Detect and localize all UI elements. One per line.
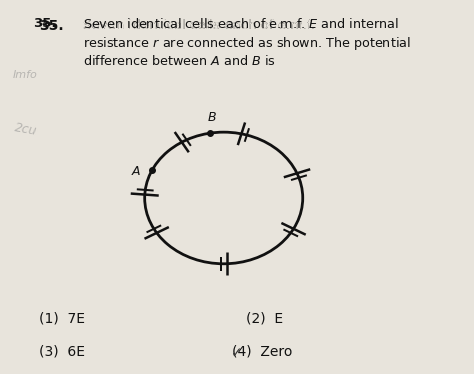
Text: (3)  6E: (3) 6E <box>39 344 85 358</box>
Text: $A$: $A$ <box>131 165 141 178</box>
Text: Seven identical cells each of e.m.f.: Seven identical cells each of e.m.f. <box>83 19 319 32</box>
Text: 2cu: 2cu <box>13 121 37 138</box>
Text: Seven identical cells each of e.m.f.: Seven identical cells each of e.m.f. <box>83 19 319 32</box>
Text: resistance $r$ are connected as shown. The potential: resistance $r$ are connected as shown. T… <box>83 35 411 52</box>
Text: difference between $A$ and $B$ is: difference between $A$ and $B$ is <box>83 53 276 68</box>
Text: Imfo: Imfo <box>13 70 38 80</box>
Text: $\checkmark$: $\checkmark$ <box>230 345 242 359</box>
Text: Seven identical cells each of e.m.f. $E$ and internal: Seven identical cells each of e.m.f. $E$… <box>83 17 399 31</box>
Text: 35.: 35. <box>33 17 56 30</box>
Text: (2)  E: (2) E <box>246 311 283 325</box>
Text: 35.: 35. <box>39 19 64 33</box>
Text: (4)  Zero: (4) Zero <box>232 344 293 358</box>
Text: (1)  7E: (1) 7E <box>39 311 85 325</box>
Text: $B$: $B$ <box>207 111 217 124</box>
